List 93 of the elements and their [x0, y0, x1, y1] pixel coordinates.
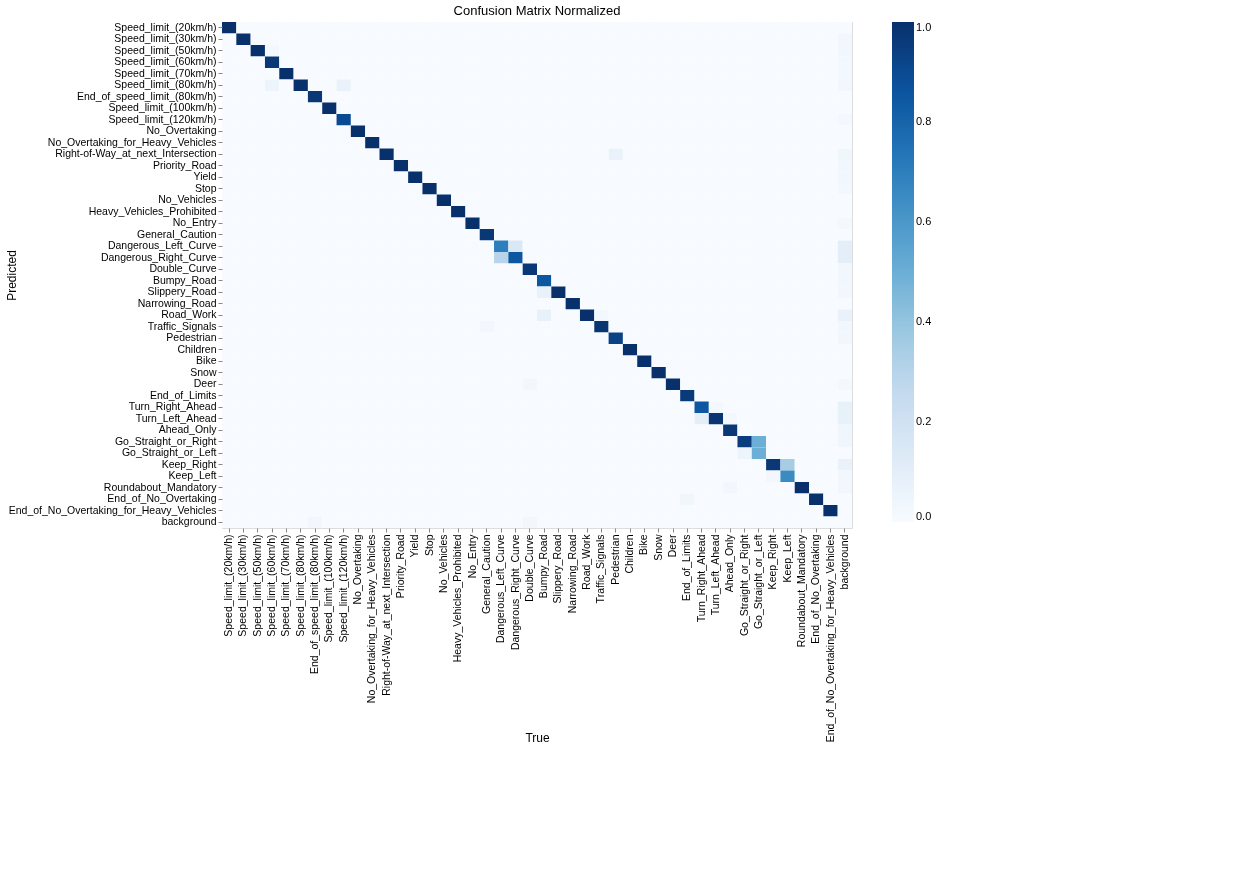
x-tick-label: Deer: [666, 534, 679, 558]
x-tick-label: Ahead_Only: [723, 533, 736, 593]
y-tick-label: End_of_No_Overtaking_for_Heavy_Vehicles: [8, 503, 217, 516]
x-tick-label: Speed_limit_(70km/h): [279, 534, 292, 637]
y-tick-label: Keep_Left: [168, 469, 217, 482]
y-tick-label: Speed_limit_(80km/h): [114, 78, 217, 91]
y-tick-label: Speed_limit_(60km/h): [114, 55, 217, 68]
x-tick-label: End_of_Limits: [680, 534, 693, 602]
color-bar-label: 0.0: [916, 510, 932, 522]
x-tick-label: Stop: [422, 534, 435, 557]
x-tick-label: Children: [623, 534, 636, 574]
y-tick-label: No_Overtaking: [146, 124, 217, 137]
x-tick-label: Speed_limit_(120km/h): [336, 534, 349, 643]
x-tick-label: Snow: [651, 534, 664, 561]
x-tick-label: End_of_No_Overtaking: [809, 534, 822, 644]
x-tick-label: Go_Straight_or_Left: [751, 534, 764, 630]
x-tick-label: End_of_speed_limit_(80km/h): [308, 534, 321, 674]
x-tick-label: Double_Curve: [522, 534, 535, 602]
x-tick-label: Roundabout_Mandatory: [794, 533, 807, 648]
y-tick-label: End_of_No_Overtaking: [107, 492, 217, 505]
color-bar-label: 0.2: [916, 415, 932, 427]
y-tick-label: Roundabout_Mandatory: [103, 480, 218, 493]
x-tick-label: Heavy_Vehicles_Prohibited: [451, 534, 464, 663]
y-tick-label: Right-of-Way_at_next_Intersection: [55, 147, 217, 160]
y-tick-label: Go_Straight_or_Right: [114, 434, 217, 447]
x-tick-label: No_Entry: [465, 533, 478, 579]
y-tick-label: Keep_Right: [161, 457, 217, 470]
y-tick-label: Speed_limit_(100km/h): [108, 101, 217, 114]
x-tick-label: Keep_Right: [766, 534, 779, 590]
y-tick-label: Deer: [193, 377, 217, 390]
y-tick-label: Speed_limit_(70km/h): [114, 66, 217, 79]
y-tick-label: Bumpy_Road: [152, 273, 217, 286]
x-tick-label: No_Vehicles: [436, 534, 449, 593]
x-axis-title: True: [525, 730, 550, 745]
y-tick-label: Double_Curve: [149, 262, 217, 275]
x-tick-label: Bumpy_Road: [537, 534, 550, 599]
x-tick-label: No_Overtaking_for_Heavy_Vehicles: [365, 534, 378, 704]
y-tick-label: Speed_limit_(30km/h): [114, 32, 217, 45]
x-tick-label: Dangerous_Left_Curve: [494, 534, 507, 644]
y-tick-label: Pedestrian: [166, 331, 217, 344]
y-tick-label: Narrowing_Road: [137, 296, 217, 309]
y-tick-label: background: [161, 515, 217, 528]
y-tick-label: General_Caution: [137, 227, 217, 240]
x-tick-label: Dangerous_Right_Curve: [508, 534, 521, 651]
x-tick-label: Speed_limit_(80km/h): [293, 534, 306, 637]
y-tick-label: Go_Straight_or_Left: [121, 446, 217, 459]
y-tick-label: Slippery_Road: [147, 285, 217, 298]
x-tick-label: Speed_limit_(100km/h): [322, 534, 335, 643]
x-tick-label: Bike: [637, 534, 650, 555]
x-tick-label: Traffic_Signals: [594, 534, 607, 604]
x-tick-label: Keep_Left: [780, 534, 793, 583]
y-tick-label: End_of_speed_limit_(80km/h): [77, 89, 217, 102]
color-bar-label: 0.6: [916, 215, 932, 227]
y-tick-label: Yield: [193, 170, 217, 183]
x-tick-label: No_Overtaking: [351, 534, 364, 605]
y-tick-label: Stop: [194, 181, 217, 194]
x-tick-label: Turn_Right_Ahead: [694, 534, 707, 623]
y-tick-label: Speed_limit_(50km/h): [114, 43, 217, 56]
y-tick-label: Speed_limit_(120km/h): [108, 112, 217, 125]
y-tick-label: No_Overtaking_for_Heavy_Vehicles: [47, 135, 217, 148]
y-tick-label: Heavy_Vehicles_Prohibited: [88, 204, 217, 217]
y-tick-label: Children: [177, 342, 217, 355]
x-tick-label: Go_Straight_or_Right: [737, 534, 750, 637]
x-tick-label: General_Caution: [479, 534, 492, 614]
x-tick-label: End_of_No_Overtaking_for_Heavy_Vehicles: [823, 534, 836, 743]
color-bar-label: 0.8: [916, 115, 932, 127]
y-tick-label: No_Vehicles: [158, 193, 217, 206]
chart-title: Confusion Matrix Normalized: [453, 3, 621, 18]
color-bar-label: 0.4: [916, 315, 932, 327]
y-tick-label: Traffic_Signals: [147, 319, 217, 332]
x-tick-label: background: [837, 534, 850, 590]
x-tick-label: Right-of-Way_at_next_Intersection: [379, 534, 392, 696]
x-tick-label: Slippery_Road: [551, 534, 564, 604]
x-tick-label: Turn_Left_Ahead: [708, 534, 721, 616]
y-tick-label: Ahead_Only: [158, 423, 218, 436]
y-tick-label: No_Entry: [172, 216, 218, 229]
y-tick-label: Road_Work: [161, 308, 218, 321]
y-tick-label: Turn_Left_Ahead: [135, 411, 217, 424]
x-tick-label: Priority_Road: [393, 534, 406, 599]
y-tick-label: Dangerous_Right_Curve: [100, 250, 217, 263]
y-axis-title: Predicted: [4, 250, 19, 301]
x-tick-label: Pedestrian: [608, 534, 621, 585]
color-bar-label: 1.0: [916, 21, 932, 33]
y-tick-label: End_of_Limits: [149, 388, 217, 401]
y-tick-label: Snow: [190, 365, 217, 378]
x-tick-label: Road_Work: [580, 533, 593, 590]
y-tick-label: Speed_limit_(20km/h): [114, 20, 217, 33]
x-tick-label: Yield: [408, 534, 421, 558]
y-tick-label: Bike: [196, 354, 217, 367]
y-tick-label: Turn_Right_Ahead: [128, 400, 217, 413]
x-tick-label: Narrowing_Road: [565, 534, 578, 614]
y-tick-label: Priority_Road: [152, 158, 217, 171]
y-tick-label: Dangerous_Left_Curve: [107, 239, 217, 252]
